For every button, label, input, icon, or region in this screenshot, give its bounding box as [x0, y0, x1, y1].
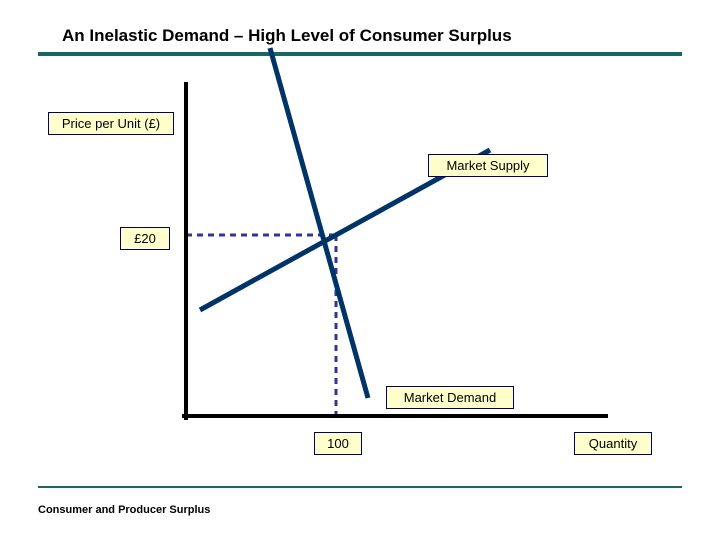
- y-axis-label: Price per Unit (£): [48, 112, 174, 135]
- demand-label: Market Demand: [386, 386, 514, 409]
- quantity-value-label: 100: [314, 432, 362, 455]
- slide: An Inelastic Demand – High Level of Cons…: [0, 0, 720, 540]
- x-axis-label: Quantity: [574, 432, 652, 455]
- price-label: £20: [120, 227, 170, 250]
- chart-svg: [0, 0, 720, 540]
- supply-label: Market Supply: [428, 154, 548, 177]
- footer-text: Consumer and Producer Surplus: [38, 504, 210, 516]
- bottom-rule: [38, 486, 682, 488]
